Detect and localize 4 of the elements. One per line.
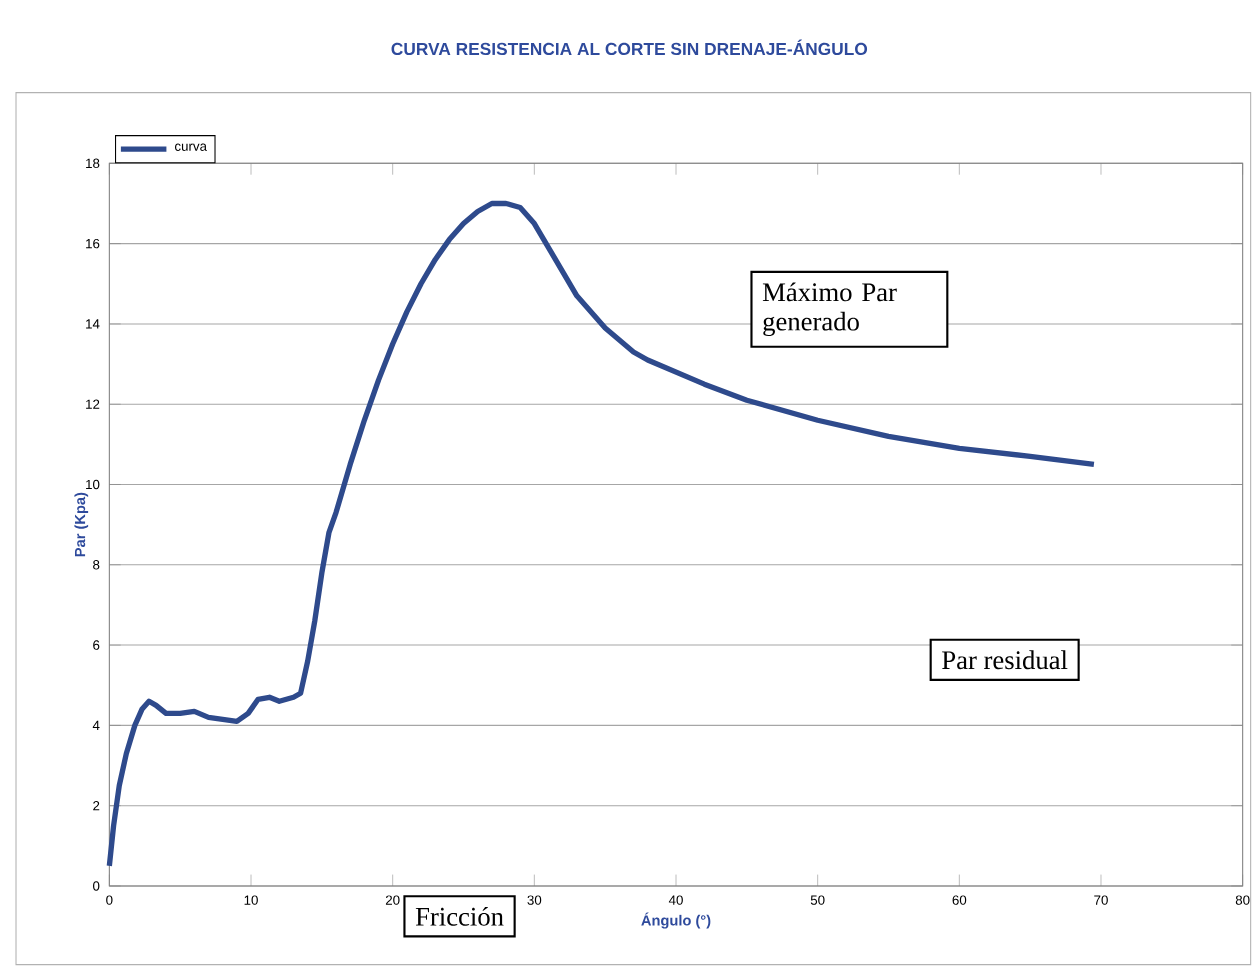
chart-title: CURVA RESISTENCIA AL CORTE SIN DRENAJE-ÁNGULO [391,39,868,56]
annotation: Par residual [942,650,1068,670]
annotation: Máximo Par generado [762,282,897,337]
text: Fricción [415,906,504,926]
